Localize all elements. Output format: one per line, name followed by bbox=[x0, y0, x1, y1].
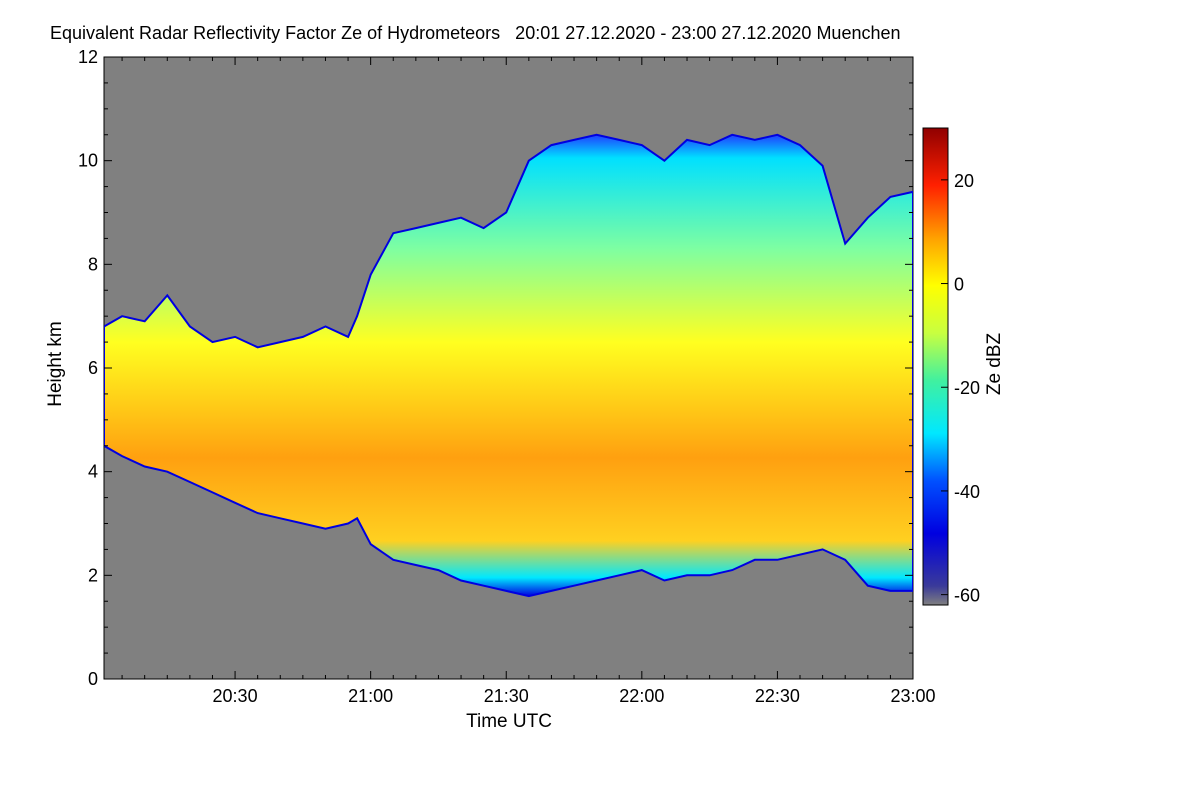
x-tick-label: 22:30 bbox=[755, 686, 800, 706]
y-tick-label: 6 bbox=[88, 358, 98, 378]
x-axis: 20:30 21:00 21:30 22:00 22:30 23:00 bbox=[121, 57, 936, 706]
cloud-envelope bbox=[104, 133, 913, 598]
x-tick-label: 20:30 bbox=[213, 686, 258, 706]
colorbar-tick-label: -20 bbox=[954, 378, 980, 398]
colorbar-ticks: 20 0 -20 -40 -60 bbox=[941, 171, 980, 606]
y-axis: 0 2 4 6 8 10 12 bbox=[78, 47, 913, 689]
x-tick-label: 21:30 bbox=[484, 686, 529, 706]
colorbar-tick-label: -40 bbox=[954, 482, 980, 502]
colorbar-tick-label: 20 bbox=[954, 171, 974, 191]
y-tick-label: 2 bbox=[88, 565, 98, 585]
colorbar-tick-label: 0 bbox=[954, 275, 964, 295]
y-tick-label: 10 bbox=[78, 151, 98, 171]
chart-title: Equivalent Radar Reflectivity Factor Ze … bbox=[50, 23, 901, 43]
x-tick-label: 22:00 bbox=[619, 686, 664, 706]
x-axis-label: Time UTC bbox=[466, 711, 552, 732]
colorbar-tick-label: -60 bbox=[954, 586, 980, 606]
y-tick-label: 0 bbox=[88, 669, 98, 689]
y-tick-label: 4 bbox=[88, 462, 98, 482]
y-axis-label: Height km bbox=[45, 321, 66, 407]
colorbar bbox=[922, 127, 949, 606]
x-tick-label: 21:00 bbox=[348, 686, 393, 706]
colorbar-label: Ze dBZ bbox=[984, 332, 1005, 395]
reflectivity-field bbox=[104, 133, 913, 598]
y-tick-label: 12 bbox=[78, 47, 98, 67]
x-tick-label: 23:00 bbox=[890, 686, 935, 706]
y-tick-label: 8 bbox=[88, 254, 98, 274]
